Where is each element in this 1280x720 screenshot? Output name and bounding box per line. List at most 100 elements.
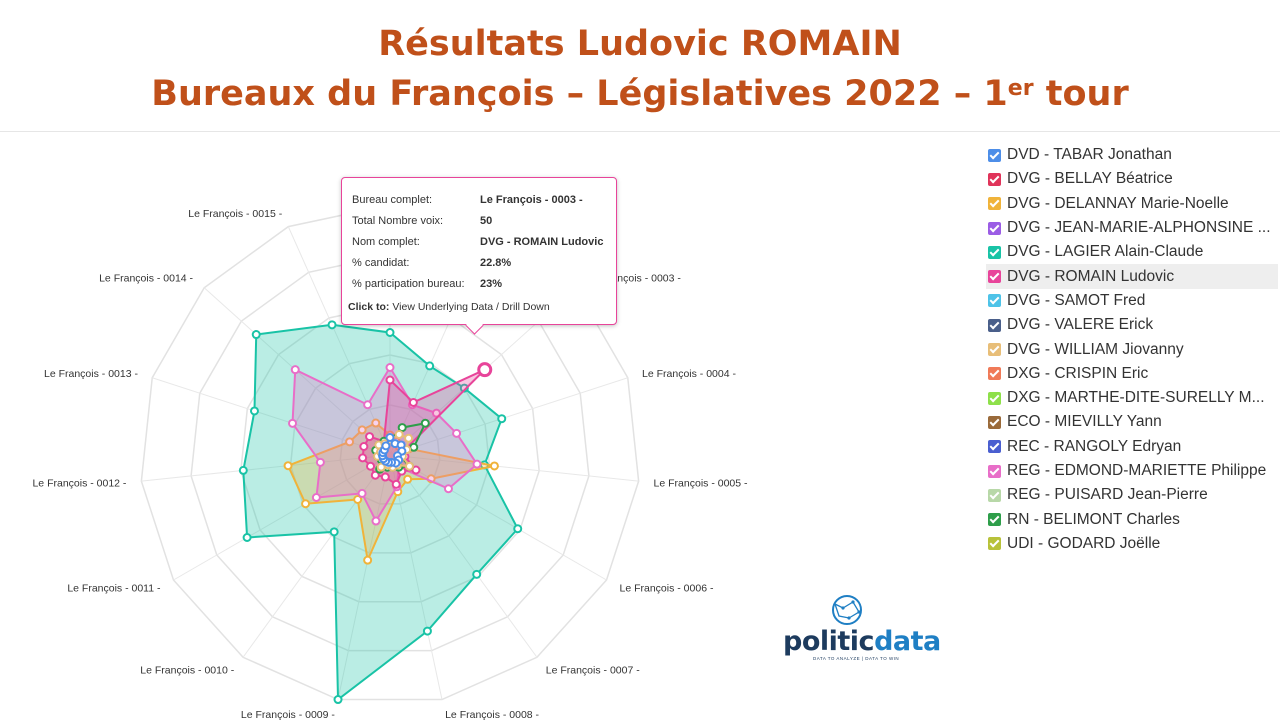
data-point[interactable] <box>409 442 419 452</box>
politicdata-logo: politicdata DATA TO ANALYZE | DATA TO WI… <box>783 594 941 664</box>
tooltip-click-text[interactable]: View Underlying Data / Drill Down <box>392 301 550 313</box>
legend-checkbox-icon[interactable] <box>988 270 1001 284</box>
legend-item[interactable]: DVD - TABAR Jonathan <box>986 143 1278 167</box>
data-point[interactable] <box>357 488 367 498</box>
data-point[interactable] <box>359 442 369 452</box>
data-point[interactable] <box>443 484 453 494</box>
legend-checkbox-icon[interactable] <box>988 440 1001 454</box>
chart-legend[interactable]: DVD - TABAR Jonathan DVG - BELLAY Béatric… <box>986 143 1278 556</box>
data-point[interactable] <box>513 524 523 534</box>
data-point[interactable] <box>404 461 414 471</box>
data-point[interactable] <box>403 474 413 484</box>
legend-checkbox-icon[interactable] <box>988 318 1001 332</box>
legend-item[interactable]: DVG - BELLAY Béatrice <box>986 167 1278 191</box>
data-point[interactable] <box>363 555 373 565</box>
data-point[interactable] <box>411 465 421 475</box>
legend-item[interactable]: ECO - MIEVILLY Yann <box>986 410 1278 434</box>
data-point[interactable] <box>333 695 343 705</box>
data-point[interactable] <box>380 472 390 482</box>
header-divider <box>0 131 1280 132</box>
radar-series[interactable] <box>238 320 523 705</box>
data-point[interactable] <box>345 437 355 447</box>
data-point[interactable] <box>371 418 381 428</box>
tooltip-drilldown[interactable]: Click to: View Underlying Data / Drill D… <box>348 301 550 313</box>
legend-checkbox-icon[interactable] <box>988 513 1001 527</box>
legend-checkbox-icon[interactable] <box>988 537 1001 551</box>
data-point[interactable] <box>357 425 367 435</box>
data-point[interactable] <box>238 465 248 475</box>
legend-item[interactable]: REG - PUISARD Jean-Pierre <box>986 483 1278 507</box>
legend-item[interactable]: DVG - ROMAIN Ludovic <box>986 264 1278 289</box>
legend-checkbox-icon[interactable] <box>988 343 1001 357</box>
data-point[interactable] <box>431 408 441 418</box>
data-point[interactable] <box>283 461 293 471</box>
legend-checkbox-icon[interactable] <box>988 148 1001 162</box>
data-point[interactable] <box>489 461 499 471</box>
data-point[interactable] <box>329 527 339 537</box>
data-point[interactable] <box>385 328 395 337</box>
legend-checkbox-icon[interactable] <box>988 367 1001 381</box>
legend-item[interactable]: DVG - VALERE Erick <box>986 313 1278 337</box>
data-point[interactable] <box>249 406 259 416</box>
legend-item[interactable]: RN - BELIMONT Charles <box>986 507 1278 531</box>
legend-checkbox-icon[interactable] <box>988 172 1001 186</box>
data-point[interactable] <box>385 363 395 372</box>
data-point[interactable] <box>391 479 401 489</box>
data-point[interactable] <box>288 418 298 428</box>
legend-item[interactable]: UDI - GODARD Joëlle <box>986 532 1278 556</box>
legend-item[interactable]: DXG - CRISPIN Eric <box>986 362 1278 386</box>
data-point[interactable] <box>408 397 418 407</box>
data-point[interactable] <box>327 320 337 330</box>
data-point[interactable] <box>472 569 482 579</box>
legend-checkbox-icon[interactable] <box>988 294 1001 308</box>
data-point[interactable] <box>452 428 462 438</box>
data-point[interactable] <box>290 365 300 375</box>
data-point[interactable] <box>370 470 380 480</box>
legend-checkbox-icon[interactable] <box>988 415 1001 429</box>
data-point[interactable] <box>371 516 381 526</box>
data-point[interactable] <box>385 375 395 385</box>
data-point[interactable] <box>394 429 404 439</box>
data-point[interactable] <box>381 441 391 451</box>
legend-item[interactable]: DVG - LAGIER Alain-Claude <box>986 240 1278 264</box>
data-point[interactable] <box>385 433 395 442</box>
tooltip-label: Nom complet: <box>352 236 420 248</box>
data-point[interactable] <box>365 432 375 442</box>
data-point[interactable] <box>353 494 363 504</box>
legend-item[interactable]: DVG - DELANNAY Marie-Noelle <box>986 192 1278 216</box>
legend-item[interactable]: DVG - JEAN-MARIE-ALPHONSINE ... <box>986 216 1278 240</box>
data-point[interactable] <box>363 400 373 410</box>
legend-item[interactable]: REC - RANGOLY Edryan <box>986 435 1278 459</box>
series-group[interactable] <box>378 433 407 468</box>
legend-checkbox-icon[interactable] <box>988 197 1001 211</box>
data-point[interactable] <box>422 626 432 636</box>
data-point[interactable] <box>376 462 386 472</box>
data-point[interactable] <box>397 423 407 433</box>
tooltip-label: Total Nombre voix: <box>352 215 444 227</box>
legend-checkbox-icon[interactable] <box>988 245 1001 259</box>
hovered-data-point[interactable] <box>477 362 493 378</box>
legend-checkbox-icon[interactable] <box>988 221 1001 235</box>
data-point[interactable] <box>472 459 482 469</box>
data-point[interactable] <box>315 457 325 467</box>
data-point[interactable] <box>242 533 252 542</box>
legend-label: DVG - DELANNAY Marie-Noelle <box>1007 194 1229 212</box>
legend-item[interactable]: DXG - MARTHE-DITE-SURELLY M... <box>986 386 1278 410</box>
data-point[interactable] <box>404 433 414 443</box>
data-point[interactable] <box>251 330 261 340</box>
data-point[interactable] <box>425 361 435 371</box>
tooltip-value: Le François - 0003 - <box>480 194 583 206</box>
data-point[interactable] <box>311 493 321 502</box>
legend-checkbox-icon[interactable] <box>988 391 1001 405</box>
data-point[interactable] <box>301 499 311 509</box>
legend-item[interactable]: REG - EDMOND-MARIETTE Philippe <box>986 459 1278 483</box>
data-point[interactable] <box>497 414 507 424</box>
data-point[interactable] <box>366 461 376 471</box>
legend-checkbox-icon[interactable] <box>988 464 1001 478</box>
data-point[interactable] <box>358 453 368 463</box>
data-point[interactable] <box>420 418 430 428</box>
radar-chart[interactable]: Le François - 0001 -Le François - 0002 -… <box>0 132 960 720</box>
legend-item[interactable]: DVG - WILLIAM Jiovanny <box>986 337 1278 361</box>
legend-checkbox-icon[interactable] <box>988 488 1001 502</box>
legend-item[interactable]: DVG - SAMOT Fred <box>986 289 1278 313</box>
